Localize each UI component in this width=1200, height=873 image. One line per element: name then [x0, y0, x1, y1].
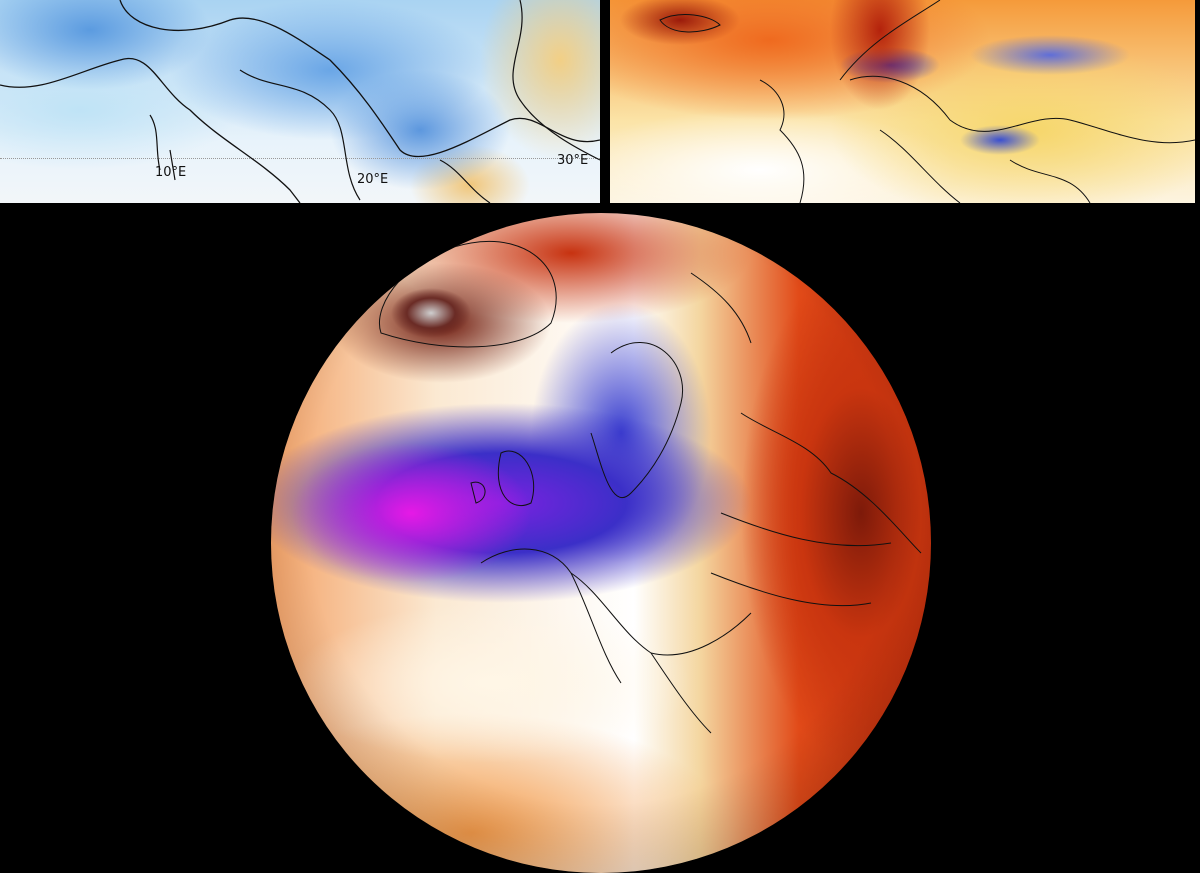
temperature-anomaly-map: [610, 0, 1195, 203]
coastlines: [379, 241, 922, 734]
geopotential-anomaly-globe: [271, 213, 931, 873]
coastlines: [659, 0, 1195, 203]
longitude-label: 10°E: [155, 165, 187, 180]
longitude-label: 20°E: [357, 172, 389, 187]
precipitation-anomaly-map: 10°E 20°E 30°E: [0, 0, 600, 203]
coastlines: [0, 0, 600, 203]
latitude-gridline: [0, 158, 600, 159]
longitude-label: 30°E: [557, 153, 589, 168]
